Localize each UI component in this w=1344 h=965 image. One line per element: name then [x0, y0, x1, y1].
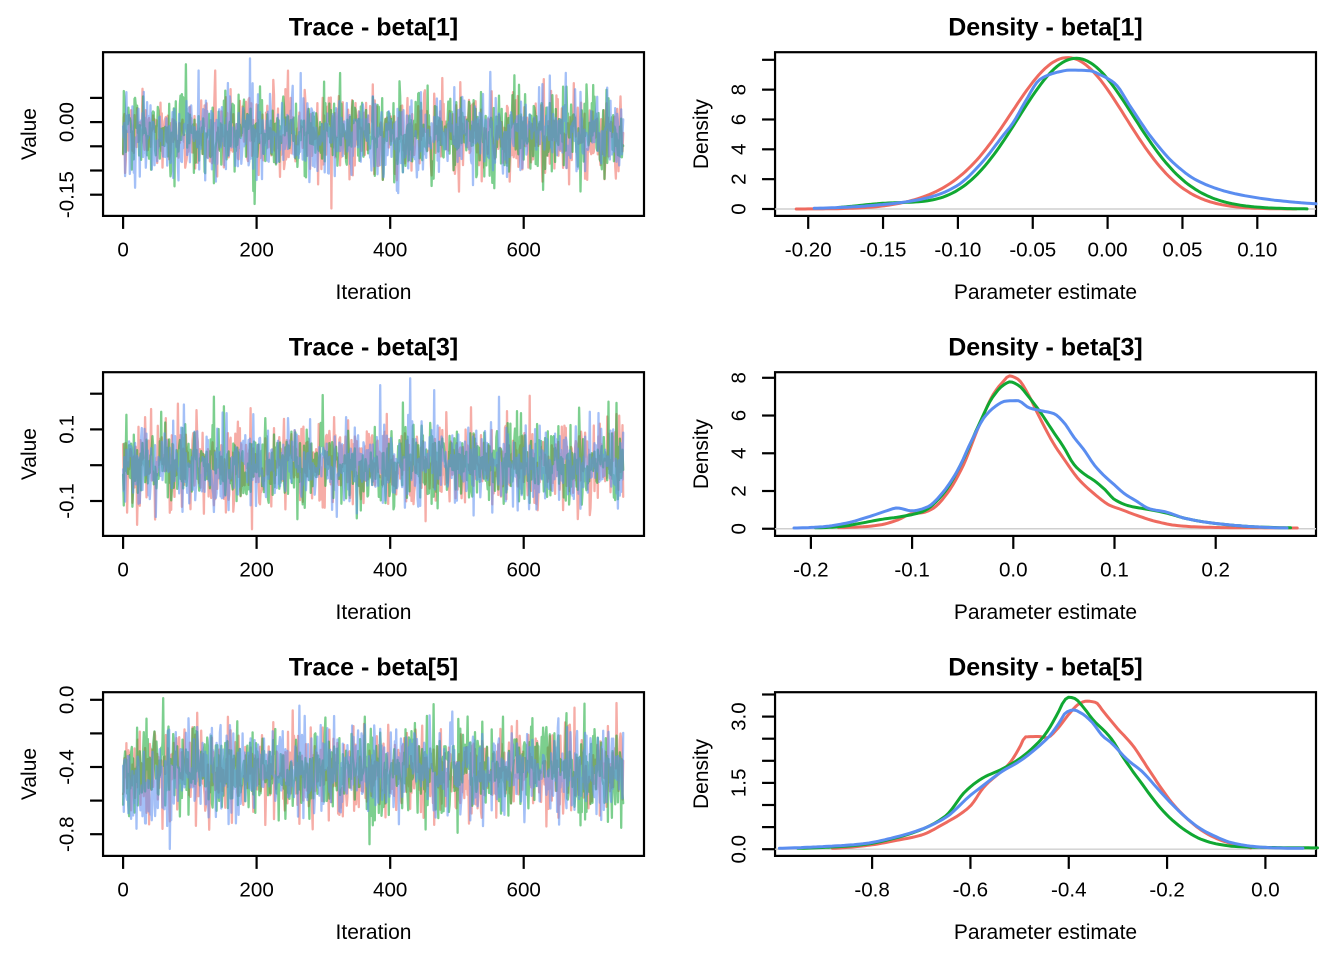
svg-text:200: 200	[239, 878, 273, 901]
svg-text:0.00: 0.00	[1088, 238, 1128, 261]
svg-text:-0.1: -0.1	[56, 483, 79, 519]
svg-text:Density - beta[5]: Density - beta[5]	[948, 653, 1142, 681]
svg-text:8: 8	[728, 372, 751, 383]
svg-text:-0.10: -0.10	[934, 238, 981, 261]
svg-text:4: 4	[728, 448, 751, 459]
svg-text:400: 400	[373, 878, 407, 901]
svg-text:200: 200	[239, 558, 273, 581]
svg-text:0.0: 0.0	[1251, 878, 1280, 901]
svg-text:-0.15: -0.15	[56, 171, 79, 218]
svg-text:0.1: 0.1	[56, 415, 79, 444]
svg-text:-0.1: -0.1	[894, 558, 930, 581]
svg-text:Value: Value	[18, 428, 41, 480]
svg-text:-0.8: -0.8	[854, 878, 890, 901]
svg-text:-0.4: -0.4	[56, 749, 79, 785]
svg-text:0.0: 0.0	[728, 835, 751, 864]
svg-text:Trace - beta[3]: Trace - beta[3]	[289, 333, 459, 361]
svg-text:Density: Density	[690, 99, 713, 170]
svg-text:Density: Density	[690, 419, 713, 490]
svg-text:3.0: 3.0	[728, 702, 751, 731]
svg-text:600: 600	[507, 558, 541, 581]
svg-text:-0.2: -0.2	[793, 558, 829, 581]
svg-text:0: 0	[728, 203, 751, 214]
svg-text:Iteration: Iteration	[336, 921, 412, 944]
svg-text:Trace - beta[1]: Trace - beta[1]	[289, 13, 459, 41]
svg-text:0.05: 0.05	[1162, 238, 1202, 261]
svg-text:Density - beta[3]: Density - beta[3]	[948, 333, 1142, 361]
svg-text:200: 200	[239, 238, 273, 261]
svg-text:4: 4	[728, 144, 751, 155]
svg-text:Parameter estimate: Parameter estimate	[954, 921, 1137, 944]
svg-text:-0.8: -0.8	[56, 816, 79, 852]
svg-text:Value: Value	[18, 748, 41, 800]
svg-text:600: 600	[507, 238, 541, 261]
svg-text:2: 2	[728, 173, 751, 184]
svg-text:Parameter estimate: Parameter estimate	[954, 281, 1137, 304]
svg-text:-0.6: -0.6	[953, 878, 989, 901]
svg-text:-0.15: -0.15	[860, 238, 907, 261]
svg-text:Value: Value	[18, 108, 41, 160]
svg-text:0.0: 0.0	[999, 558, 1028, 581]
svg-text:0.2: 0.2	[1201, 558, 1230, 581]
svg-text:6: 6	[728, 114, 751, 125]
svg-text:0.1: 0.1	[1100, 558, 1129, 581]
svg-text:Iteration: Iteration	[336, 601, 412, 624]
svg-text:6: 6	[728, 410, 751, 421]
svg-text:-0.2: -0.2	[1149, 878, 1185, 901]
svg-text:-0.20: -0.20	[785, 238, 832, 261]
svg-text:0: 0	[117, 238, 128, 261]
svg-text:0.00: 0.00	[56, 102, 79, 142]
svg-text:Parameter estimate: Parameter estimate	[954, 601, 1137, 624]
svg-text:0: 0	[117, 878, 128, 901]
svg-text:Trace - beta[5]: Trace - beta[5]	[289, 653, 459, 681]
svg-text:8: 8	[728, 84, 751, 95]
svg-text:Density - beta[1]: Density - beta[1]	[948, 13, 1142, 41]
svg-text:0: 0	[117, 558, 128, 581]
svg-text:-0.05: -0.05	[1009, 238, 1056, 261]
svg-text:400: 400	[373, 558, 407, 581]
svg-text:Iteration: Iteration	[336, 281, 412, 304]
svg-text:0.10: 0.10	[1237, 238, 1277, 261]
svg-text:600: 600	[507, 878, 541, 901]
svg-text:2: 2	[728, 485, 751, 496]
svg-text:-0.4: -0.4	[1051, 878, 1087, 901]
svg-text:Density: Density	[690, 738, 713, 809]
svg-text:0: 0	[728, 523, 751, 534]
svg-text:400: 400	[373, 238, 407, 261]
svg-text:0.0: 0.0	[56, 685, 79, 714]
svg-text:1.5: 1.5	[728, 769, 751, 798]
